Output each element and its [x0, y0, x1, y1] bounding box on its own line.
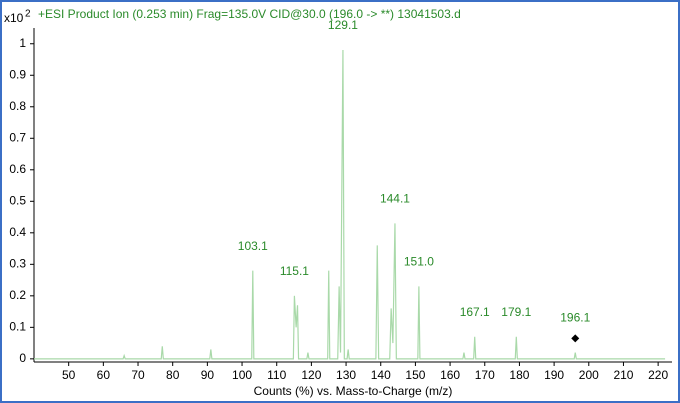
x-tick-label: 220 [648, 368, 668, 382]
x-tick-label: 160 [440, 368, 460, 382]
chart-title: +ESI Product Ion (0.253 min) Frag=135.0V… [38, 7, 461, 21]
y-tick-label: 0.1 [9, 320, 26, 334]
x-tick-label: 120 [301, 368, 321, 382]
x-tick-label: 70 [131, 368, 145, 382]
x-tick-label: 180 [509, 368, 529, 382]
y-tick-label: 1 [19, 36, 26, 50]
peak-label: 129.1 [328, 18, 358, 32]
x-tick-label: 200 [579, 368, 599, 382]
y-scale: x10 [4, 11, 24, 25]
peak-label: 179.1 [501, 305, 531, 319]
y-tick-label: 0.2 [9, 288, 26, 302]
spectrum-line [34, 50, 666, 360]
x-tick-label: 170 [475, 368, 495, 382]
precursor-marker [571, 334, 580, 343]
y-tick-label: 0.8 [9, 99, 26, 113]
peak-label: 151.0 [404, 255, 434, 269]
x-tick-label: 50 [62, 368, 76, 382]
y-scale-exponent: 2 [25, 9, 31, 20]
x-axis-title: Counts (%) vs. Mass-to-Charge (m/z) [254, 384, 453, 398]
y-tick-label: 0.7 [9, 130, 26, 144]
peak-label: 196.1 [560, 311, 590, 325]
y-tick-label: 0.5 [9, 193, 26, 207]
x-tick-label: 190 [544, 368, 564, 382]
peak-label: 115.1 [280, 264, 309, 278]
x-tick-label: 150 [405, 368, 425, 382]
x-tick-label: 210 [613, 368, 633, 382]
peak-label: 167.1 [460, 305, 490, 319]
x-tick-label: 130 [336, 368, 356, 382]
y-tick-label: 0.3 [9, 256, 26, 270]
x-tick-label: 100 [232, 368, 252, 382]
y-tick-label: 0 [19, 351, 26, 365]
x-tick-label: 60 [97, 368, 111, 382]
x-tick-label: 140 [371, 368, 391, 382]
y-tick-label: 0.6 [9, 162, 26, 176]
x-tick-label: 90 [201, 368, 215, 382]
y-tick-label: 0.9 [9, 67, 26, 81]
x-tick-label: 80 [166, 368, 180, 382]
peak-label: 144.1 [380, 192, 410, 206]
x-tick-label: 110 [267, 368, 286, 382]
peak-label: 103.1 [238, 239, 268, 253]
y-tick-label: 0.4 [9, 225, 26, 239]
